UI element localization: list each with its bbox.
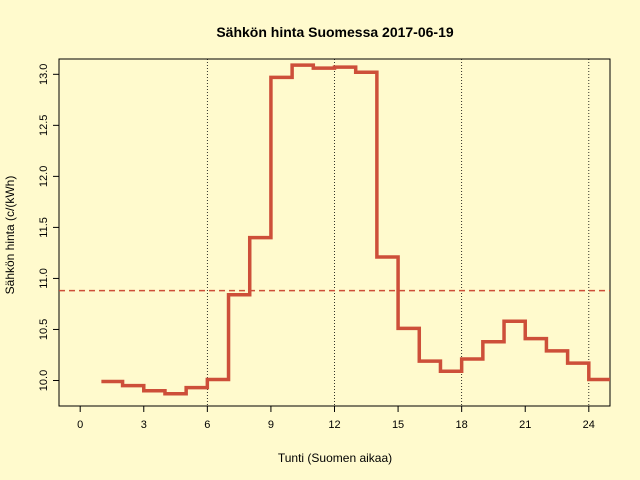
chart-title: Sähkön hinta Suomessa 2017-06-19 — [216, 24, 454, 40]
y-tick-label-11.5: 11.5 — [38, 217, 50, 238]
x-tick-label-21: 21 — [519, 419, 531, 431]
x-tick-label-12: 12 — [328, 419, 340, 431]
y-tick-label-10.5: 10.5 — [38, 319, 50, 340]
x-tick-label-15: 15 — [392, 419, 404, 431]
y-tick-label-12: 12.0 — [38, 166, 50, 187]
y-tick-label-11: 11.0 — [38, 268, 50, 289]
x-axis-label: Tunti (Suomen aikaa) — [278, 451, 392, 465]
y-tick-label-10: 10.0 — [38, 370, 50, 391]
y-axis-label: Sähkön hinta (c/(kWh) — [3, 176, 17, 295]
y-axis: 10.0 10.5 11.0 11.5 12.0 12.5 13.0 — [38, 64, 59, 391]
x-tick-label-24: 24 — [583, 419, 595, 431]
x-tick-label-3: 3 — [141, 419, 147, 431]
x-axis: 0 3 6 9 12 15 18 21 24 — [77, 406, 595, 431]
x-tick-label-18: 18 — [456, 419, 468, 431]
x-tick-label-0: 0 — [77, 419, 83, 431]
x-tick-label-6: 6 — [204, 419, 210, 431]
x-tick-label-9: 9 — [268, 419, 274, 431]
series-line-0 — [101, 63, 610, 396]
vertical-gridlines — [206, 59, 590, 406]
y-tick-label-13: 13.0 — [38, 64, 50, 85]
series-group — [101, 63, 610, 396]
y-tick-label-12.5: 12.5 — [38, 115, 50, 136]
